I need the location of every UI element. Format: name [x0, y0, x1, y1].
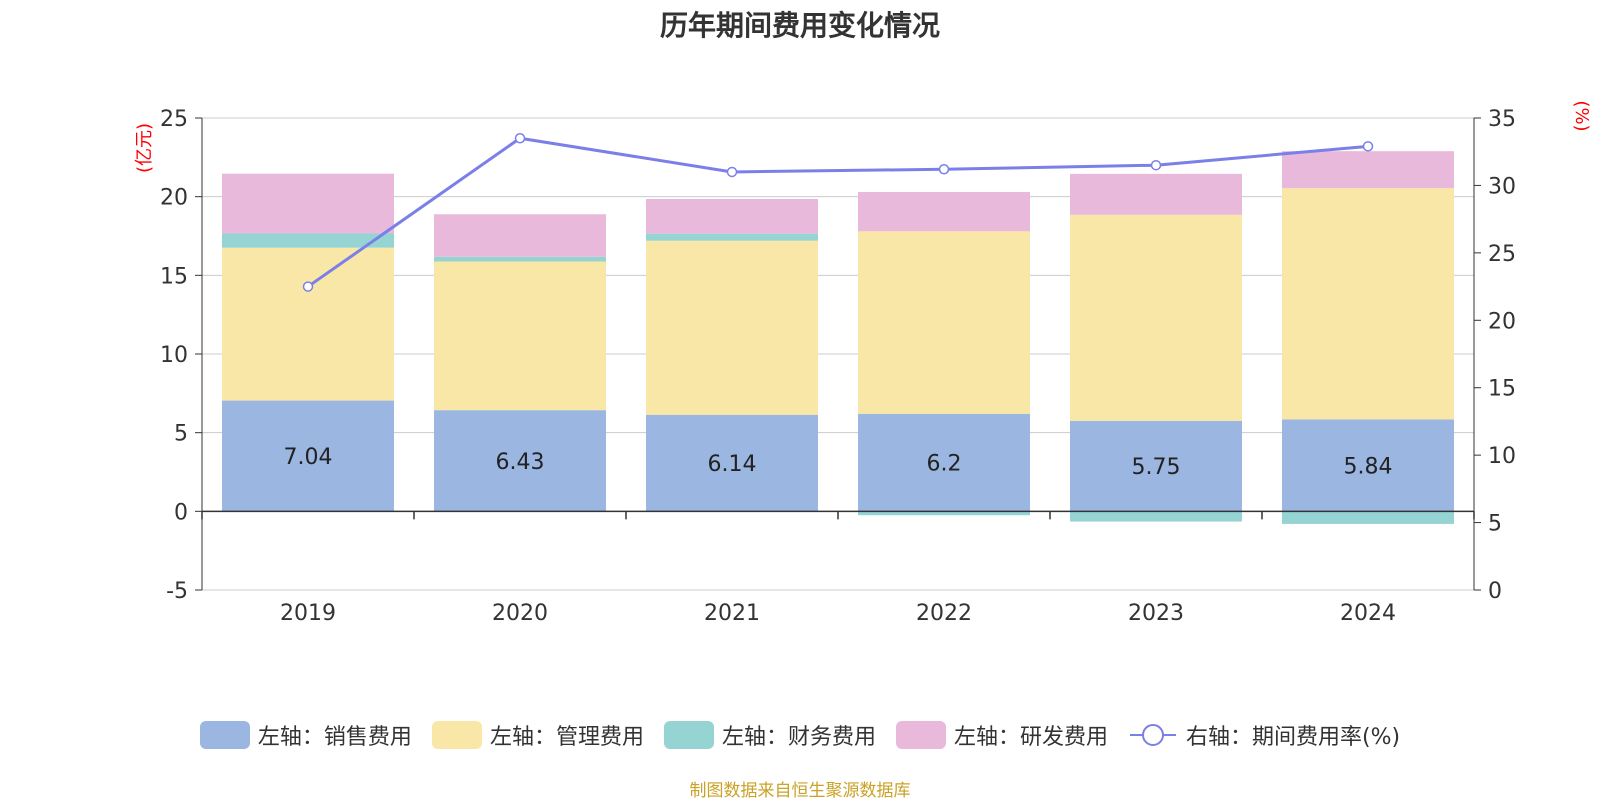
- bar-segment: [858, 191, 1030, 232]
- y-left-tick-label: 20: [160, 186, 188, 211]
- bar-value-label: 6.2: [927, 452, 962, 477]
- y-right-tick-label: 25: [1488, 242, 1516, 267]
- y-right-tick-label: 30: [1488, 174, 1516, 199]
- chart-title: 历年期间费用变化情况: [659, 9, 940, 42]
- legend-item-sales[interactable]: 左轴：销售费用: [199, 719, 412, 751]
- y-left-tick-label: 5: [174, 422, 188, 447]
- bar-segment: [222, 233, 394, 248]
- rate-point: [1150, 159, 1162, 171]
- x-tick-label: 2024: [1340, 601, 1396, 626]
- rate-point: [514, 132, 526, 144]
- bar-segment: [1070, 214, 1242, 421]
- legend-label-sales: 左轴：销售费用: [257, 725, 412, 750]
- legend-item-finance[interactable]: 左轴：财务费用: [663, 719, 876, 751]
- legend-label-rnd: 左轴：研发费用: [953, 725, 1108, 750]
- bar-value-label: 6.43: [496, 450, 545, 475]
- x-tick-label: 2021: [704, 601, 760, 626]
- y-right-tick-label: 35: [1488, 107, 1516, 132]
- y-left-tick-label: 15: [160, 264, 188, 289]
- legend-label-finance: 左轴：财务费用: [721, 725, 876, 750]
- rate-point: [1362, 141, 1374, 152]
- bar-segment: [434, 410, 606, 512]
- y-left-tick-label: 10: [160, 343, 188, 368]
- rate-point: [938, 163, 950, 175]
- source-note: 制图数据来自恒生聚源数据库: [689, 781, 911, 801]
- legend-swatch-sales: [199, 721, 250, 749]
- x-tick-label: 2020: [492, 601, 548, 626]
- bar-value-label: 5.84: [1344, 454, 1393, 479]
- legend-item-rnd[interactable]: 左轴：研发费用: [895, 719, 1108, 751]
- bar-segment: [1282, 151, 1454, 189]
- legend-swatch-admin: [431, 721, 482, 749]
- bar-segment: [858, 231, 1030, 414]
- bar-segment: [1282, 188, 1454, 420]
- y-left-axis-label: (亿元): [134, 123, 155, 173]
- grid-layer: [202, 117, 1474, 591]
- legend: 左轴：销售费用 左轴：管理费用 左轴：财务费用 左轴：研发费用 右轴：期间费用率…: [0, 720, 1600, 750]
- y-left-tick-label: 25: [160, 107, 188, 132]
- legend-label-rate: 右轴：期间费用率(%): [1185, 725, 1401, 750]
- y-right-tick-label: 5: [1488, 512, 1502, 537]
- y-right-tick-label: 0: [1488, 579, 1502, 604]
- x-tick-label: 2023: [1128, 601, 1184, 626]
- bar-segment: [858, 413, 1030, 512]
- bar-segment: [1070, 173, 1242, 215]
- bar-segment: [222, 173, 394, 234]
- bar-segment: [646, 199, 818, 234]
- bar-segment: [222, 247, 394, 401]
- bar-value-label: 5.75: [1132, 455, 1181, 480]
- bar-segment: [222, 400, 394, 512]
- y-left-tick-label: -5: [166, 579, 188, 604]
- legend-swatch-finance: [663, 721, 714, 749]
- labels-layer: 7.04 6.43 6.14 6.2 5.75 5.84: [284, 445, 1393, 480]
- x-tick-label: 2022: [916, 601, 972, 626]
- bar-segment: [1282, 511, 1454, 524]
- bar-segment: [646, 414, 818, 512]
- x-tick-label: 2019: [280, 601, 336, 626]
- bar-segment: [646, 240, 818, 415]
- bar-segment: [434, 214, 606, 257]
- rate-point: [302, 281, 314, 292]
- legend-item-admin[interactable]: 左轴：管理费用: [431, 719, 644, 751]
- legend-swatch-rnd: [895, 721, 946, 749]
- y-right-tick-label: 10: [1488, 444, 1516, 469]
- bar-value-label: 7.04: [284, 445, 333, 470]
- legend-label-admin: 左轴：管理费用: [489, 725, 644, 750]
- y-right-axis-label: (%): [1571, 100, 1592, 131]
- rate-point: [726, 166, 738, 178]
- bar-segment: [434, 256, 606, 262]
- line-layer: [302, 132, 1374, 292]
- axes-layer: -5 0 5 10 15 20 25 0 5 10 15 20 25 30 35 2019 2020 2021 20…: [160, 107, 1516, 626]
- bar-segment: [1282, 419, 1454, 512]
- bar-segment: [434, 261, 606, 411]
- rate-line: [307, 136, 1369, 288]
- y-left-tick-label: 0: [174, 500, 188, 525]
- bar-segment: [858, 511, 1030, 516]
- legend-line-icon: [1129, 724, 1176, 746]
- bar-segment: [1070, 420, 1242, 512]
- bar-segment: [1070, 511, 1242, 522]
- bar-value-label: 6.14: [708, 452, 757, 477]
- bar-segment: [646, 233, 818, 241]
- legend-item-rate[interactable]: 右轴：期间费用率(%): [1128, 719, 1400, 751]
- y-right-tick-label: 15: [1488, 377, 1516, 402]
- bars-layer: [222, 151, 1454, 524]
- y-right-tick-label: 20: [1488, 309, 1516, 334]
